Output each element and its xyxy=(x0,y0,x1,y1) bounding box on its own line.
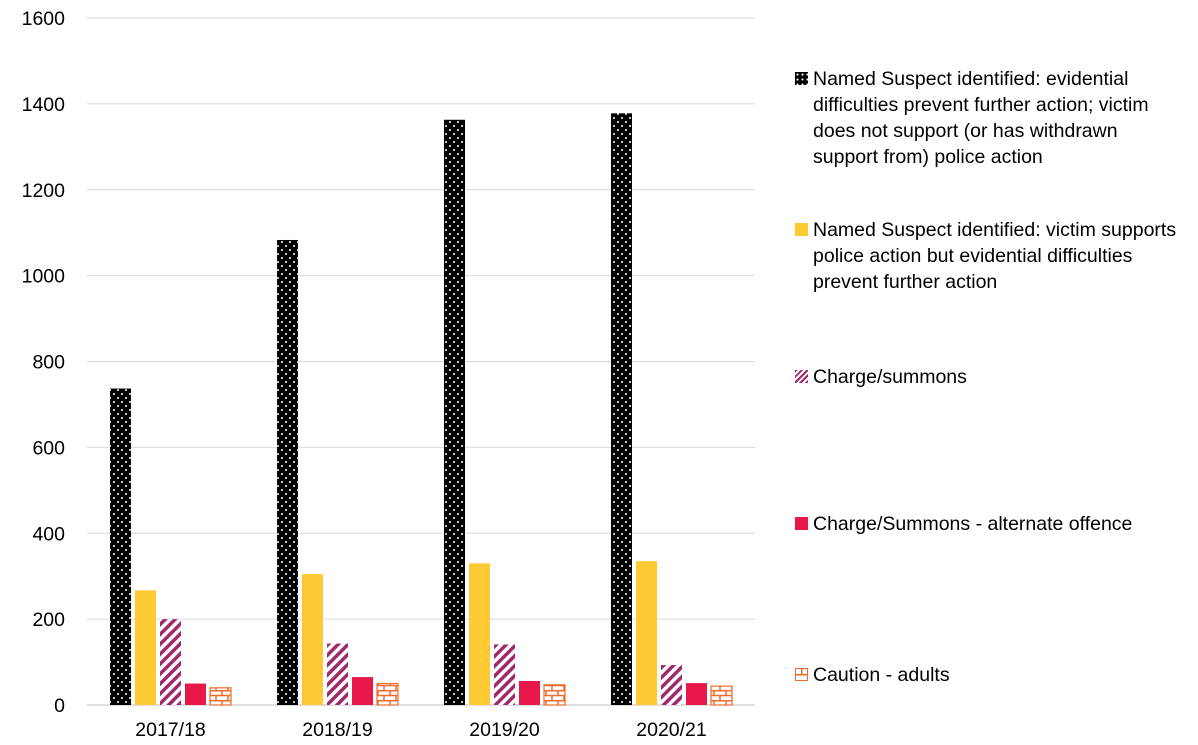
bars xyxy=(110,113,733,706)
bar-4-2018-19 xyxy=(352,677,373,705)
bar-1-2017-18 xyxy=(110,388,131,705)
x-tick-label: 2019/20 xyxy=(469,719,540,741)
y-tick-label: 1400 xyxy=(22,94,66,116)
gridlines xyxy=(87,17,755,706)
legend-label-series-2: Named Suspect identified: victim support… xyxy=(813,219,1177,293)
x-tick-label: 2017/18 xyxy=(135,719,206,741)
bar-1-2020-21 xyxy=(611,113,632,706)
bar-3-2017-18 xyxy=(160,619,181,705)
legend-item-series-5: Caution - adults xyxy=(795,662,1195,688)
y-tick-label: 600 xyxy=(32,437,65,459)
y-tick-label: 1600 xyxy=(22,8,66,30)
legend-swatch-series-2 xyxy=(795,223,808,236)
bar-3-2020-21 xyxy=(661,665,682,705)
bar-5-2019-20 xyxy=(543,684,566,706)
legend-swatch-series-3 xyxy=(795,370,808,383)
legend: Named Suspect identified: evidential dif… xyxy=(795,0,1195,745)
legend-item-series-1: Named Suspect identified: evidential dif… xyxy=(795,66,1195,170)
bar-1-2019-20 xyxy=(444,119,465,706)
y-tick-label: 0 xyxy=(54,695,65,717)
legend-item-series-2: Named Suspect identified: victim support… xyxy=(795,217,1195,295)
legend-swatch-series-4 xyxy=(795,517,808,530)
bar-2-2020-21 xyxy=(636,561,657,705)
x-axis-tick-labels: 2017/18 2018/19 2019/20 2020/21 xyxy=(135,719,707,741)
bar-3-2019-20 xyxy=(494,644,515,705)
legend-label-series-3: Charge/summons xyxy=(813,366,967,388)
bar-5-2020-21 xyxy=(710,685,733,706)
bar-4-2019-20 xyxy=(519,680,540,705)
bar-3-2018-19 xyxy=(327,643,348,705)
y-tick-label: 200 xyxy=(32,609,65,631)
bar-2-2019-20 xyxy=(469,563,490,705)
bar-1-2018-19 xyxy=(277,239,298,705)
bar-4-2017-18 xyxy=(185,683,206,705)
bar-4-2020-21 xyxy=(686,683,707,705)
legend-swatch-series-1 xyxy=(795,72,808,85)
legend-swatch-series-5 xyxy=(795,668,808,681)
bar-5-2017-18 xyxy=(209,687,232,706)
legend-item-series-3: Charge/summons xyxy=(795,364,1195,390)
bar-2-2017-18 xyxy=(135,590,156,705)
y-tick-label: 1200 xyxy=(22,180,66,202)
bar-2-2018-19 xyxy=(302,574,323,705)
bar-5-2018-19 xyxy=(376,682,399,706)
y-tick-label: 400 xyxy=(32,523,65,545)
x-tick-label: 2018/19 xyxy=(302,719,373,741)
legend-label-series-4: Charge/Summons - alternate offence xyxy=(813,513,1133,535)
y-tick-label: 800 xyxy=(32,352,65,374)
legend-label-series-1: Named Suspect identified: evidential dif… xyxy=(813,68,1149,168)
legend-item-series-4: Charge/Summons - alternate offence xyxy=(795,511,1195,537)
x-tick-label: 2020/21 xyxy=(636,719,707,741)
legend-label-series-5: Caution - adults xyxy=(813,664,950,686)
y-axis-tick-labels: 0 200 400 600 800 1000 1200 1400 1600 xyxy=(22,8,66,717)
y-tick-label: 1000 xyxy=(22,266,66,288)
